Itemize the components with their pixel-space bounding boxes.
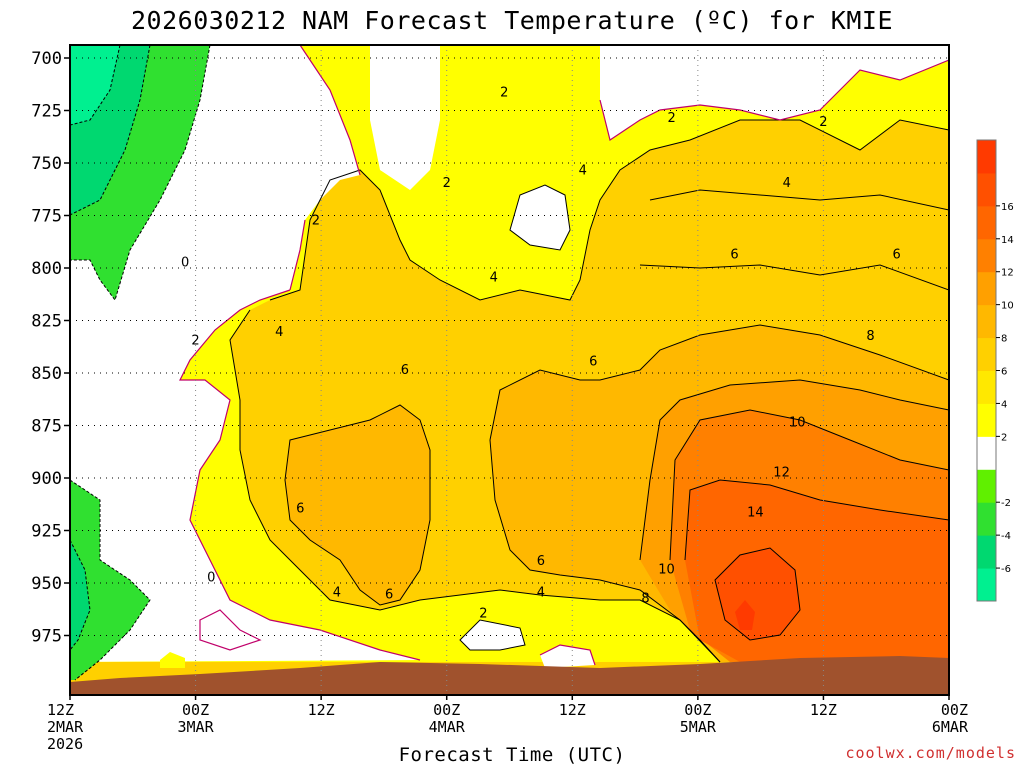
colorbar-label: -4: [1001, 531, 1011, 542]
colorbar-label: 6: [1001, 367, 1007, 378]
contour-label: 14: [747, 506, 764, 521]
y-tick-label: 950: [31, 574, 62, 594]
contour-label: 6: [401, 363, 409, 378]
y-tick-label: 800: [31, 259, 62, 279]
colorbar-swatch: [977, 271, 996, 306]
contour-label: 2: [443, 176, 451, 191]
x-tick-label: 2MAR: [47, 718, 84, 736]
colorbar-label: 10: [1001, 301, 1014, 312]
colorbar-swatch: [977, 436, 996, 470]
temperature-fill-regions: [70, 45, 949, 695]
y-tick-label: 900: [31, 469, 62, 489]
contour-label: 6: [589, 354, 597, 369]
contour-label: 6: [893, 247, 901, 262]
contour-label: 2: [312, 214, 320, 229]
x-tick-label: 00Z: [433, 701, 460, 719]
y-tick-label: 975: [31, 627, 62, 647]
colorbar-label: 16: [1001, 202, 1014, 213]
x-axis-title: Forecast Time (UTC): [398, 744, 626, 766]
colorbar-label: 4: [1001, 399, 1007, 410]
contour-label: 6: [385, 588, 393, 603]
x-tick-label: 00Z: [941, 701, 968, 719]
colorbar-swatch: [977, 337, 996, 371]
contour-labels: 2 2 2 2 4 4 2 6 6 0 4 4 8 2 6 6 10 12 6 14 6 10 0 4 6 4 8 2: [181, 86, 901, 622]
x-tick-label: 3MAR: [178, 718, 215, 736]
contour-label: 0: [207, 571, 215, 586]
colorbar-label: -6: [1001, 564, 1011, 575]
y-tick-label: 925: [31, 522, 62, 542]
contour-label: 10: [658, 562, 675, 577]
colorbar-label: 2: [1001, 432, 1007, 443]
contour-label: 8: [641, 592, 649, 607]
x-tick-label: 6MAR: [932, 718, 969, 736]
contour-label: 2: [479, 606, 487, 621]
y-tick-label: 825: [31, 312, 62, 332]
colorbar-label: 12: [1001, 268, 1014, 279]
colorbar-swatch: [977, 568, 996, 602]
plot-frame: [69, 44, 950, 696]
x-tick-label: 00Z: [684, 701, 711, 719]
contour-label: 6: [730, 247, 738, 262]
colorbar-swatch: [977, 304, 996, 339]
colorbar-swatch: [977, 370, 996, 404]
x-tick-label: 00Z: [182, 701, 209, 719]
colorbar-label: 14: [1001, 235, 1014, 246]
y-tick-label: 725: [31, 102, 62, 122]
y-tick-label: 775: [31, 207, 62, 227]
y-axis: 700 725 750 775 800 825 850 875 900 925 950 975: [31, 49, 70, 647]
x-tick-label: 5MAR: [680, 718, 717, 736]
colorbar-swatch: [977, 403, 996, 437]
colorbar-swatch: [977, 238, 996, 273]
y-tick-label: 700: [31, 49, 62, 69]
colorbar-label: 8: [1001, 334, 1007, 345]
colorbar-swatch: [977, 469, 996, 503]
contour-label: 8: [866, 329, 874, 344]
colorbar: -6 -4 -2 2 4 6 8 10 12 14 16: [976, 139, 1014, 602]
y-tick-label: 750: [31, 154, 62, 174]
contour-label: 4: [490, 270, 498, 285]
colorbar-swatch: [977, 172, 996, 207]
contour-label: 2: [191, 333, 199, 348]
x-tick-label: 12Z: [308, 701, 335, 719]
contour-label: 6: [537, 554, 545, 569]
x-tick-label: 2026: [47, 735, 83, 753]
x-tick-label: 12Z: [559, 701, 586, 719]
x-tick-label: 4MAR: [429, 718, 466, 736]
y-tick-label: 875: [31, 417, 62, 437]
contour-label: 10: [789, 415, 806, 430]
contour-label: 2: [500, 86, 508, 101]
contour-label: 12: [773, 466, 790, 481]
contour-label: 0: [181, 256, 189, 271]
colorbar-swatch: [977, 535, 996, 569]
contour-label: 4: [333, 585, 341, 600]
chart-title: 2026030212 NAM Forecast Temperature (ºC)…: [130, 6, 893, 35]
contour-label: 2: [668, 111, 676, 126]
y-tick-label: 850: [31, 364, 62, 384]
contour-label: 2: [819, 115, 827, 130]
credit-text: coolwx.com/models: [845, 744, 1016, 762]
contour-label: 4: [537, 585, 545, 600]
contour-label: 6: [296, 501, 304, 516]
contour-lines: [70, 45, 949, 681]
colorbar-swatch: [977, 205, 996, 240]
colorbar-label: -2: [1001, 498, 1011, 509]
colorbar-swatch: [977, 502, 996, 536]
contour-label: 4: [275, 325, 283, 340]
colorbar-swatch: [977, 140, 996, 174]
contour-label: 4: [783, 176, 791, 191]
x-tick-label: 12Z: [47, 701, 74, 719]
x-tick-label: 12Z: [810, 701, 837, 719]
grid-lines: [70, 45, 949, 695]
contour-label: 4: [579, 163, 587, 178]
